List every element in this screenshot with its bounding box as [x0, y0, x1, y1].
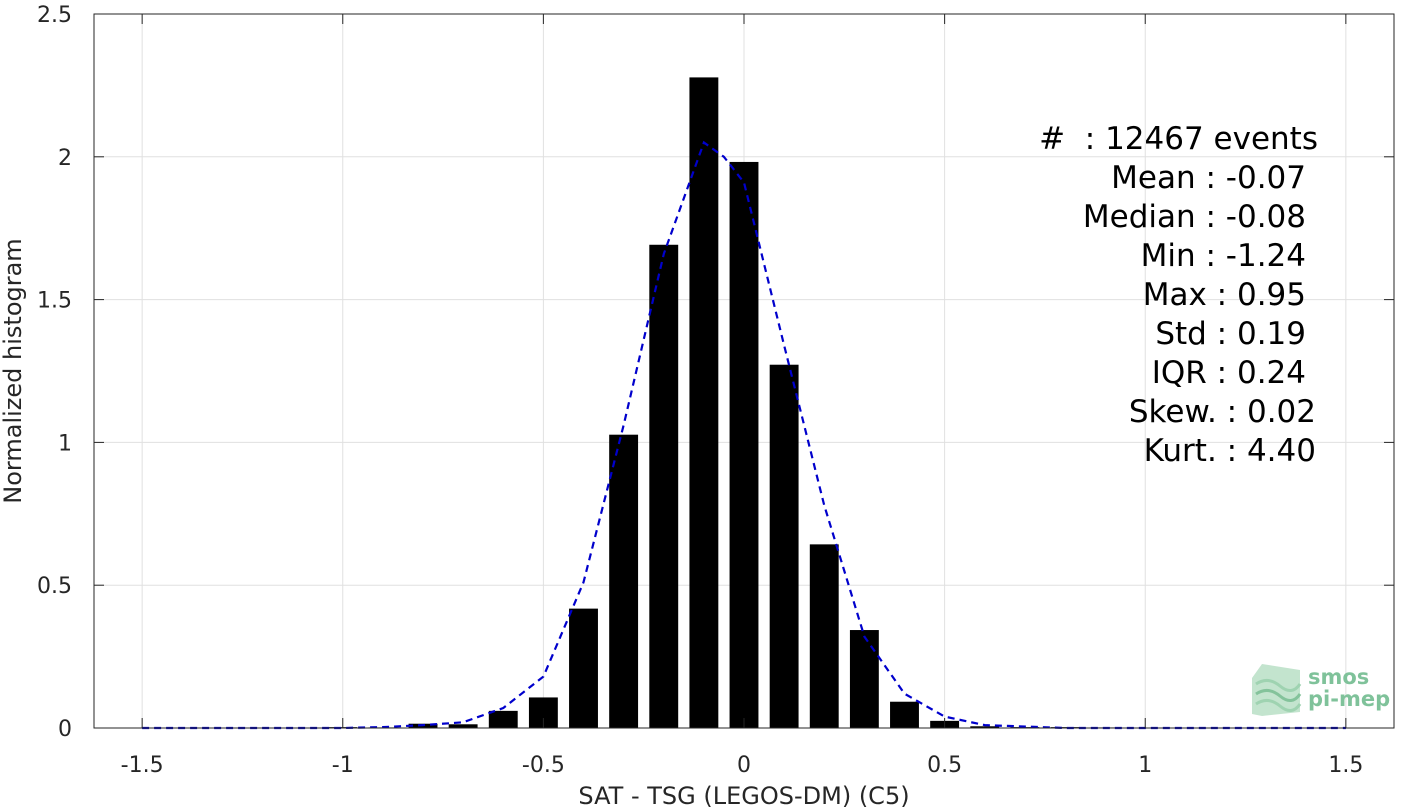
histogram-bar — [729, 161, 759, 728]
x-tick-label: -1.5 — [121, 753, 164, 778]
fit-curve-line — [142, 140, 1346, 730]
stat-max: Max : 0.95 — [1143, 277, 1306, 313]
stat-std: Std : 0.19 — [1155, 316, 1306, 352]
stat-kurt: Kurt. : 4.40 — [1144, 433, 1316, 469]
x-axis-title: SAT - TSG (LEGOS-DM) (C5) — [578, 782, 909, 809]
histogram-bar — [448, 724, 478, 728]
wave-logo-icon — [1252, 664, 1302, 716]
stat-iqr: IQR : 0.24 — [1152, 355, 1306, 391]
y-tick-label: 1 — [58, 431, 72, 456]
x-tick-label: 0.5 — [927, 753, 962, 778]
histogram-bar — [609, 434, 639, 728]
x-tick-label: -0.5 — [522, 753, 565, 778]
y-tick-label: 2 — [58, 146, 72, 171]
stats-box: # : 12467 events Mean : -0.07 Median : -… — [1039, 121, 1318, 469]
histogram-bar — [649, 244, 679, 728]
histogram-bar — [689, 77, 719, 728]
histogram-bar — [970, 726, 1000, 728]
logo-pi-mep: pi-mep — [1308, 687, 1390, 711]
x-tick-label: 1 — [1138, 753, 1152, 778]
stat-count: # : 12467 events — [1039, 121, 1318, 157]
y-tick-label: 2.5 — [37, 3, 72, 28]
logo-smos: smos — [1308, 665, 1369, 689]
histogram-bar — [769, 364, 799, 728]
histogram-bars — [328, 77, 1120, 728]
stat-min: Min : -1.24 — [1141, 238, 1306, 274]
y-axis-title: Normalized histogram — [0, 238, 27, 503]
x-tick-labels: -1.5 -1 -0.5 0 0.5 1 1.5 — [121, 753, 1364, 778]
axis-ticks — [94, 13, 1394, 729]
y-tick-label: 0 — [58, 717, 72, 742]
histogram-bar — [488, 710, 518, 728]
x-tick-label: -1 — [332, 753, 354, 778]
y-tick-label: 1.5 — [37, 289, 72, 314]
histogram-bar — [849, 630, 879, 728]
stat-skew: Skew. : 0.02 — [1129, 394, 1316, 430]
y-tick-label: 0.5 — [37, 574, 72, 599]
fit-curve — [142, 140, 1346, 730]
x-tick-label: 0 — [737, 753, 751, 778]
histogram-bar — [809, 544, 839, 728]
stat-median: Median : -0.08 — [1083, 199, 1306, 235]
stat-mean: Mean : -0.07 — [1111, 160, 1306, 196]
x-tick-label: 1.5 — [1328, 753, 1363, 778]
smos-pi-mep-logo: smos pi-mep — [1252, 664, 1390, 716]
y-tick-labels: 0 0.5 1 1.5 2 2.5 — [37, 3, 72, 742]
histogram-bar — [569, 608, 598, 728]
histogram-bar — [890, 701, 919, 728]
